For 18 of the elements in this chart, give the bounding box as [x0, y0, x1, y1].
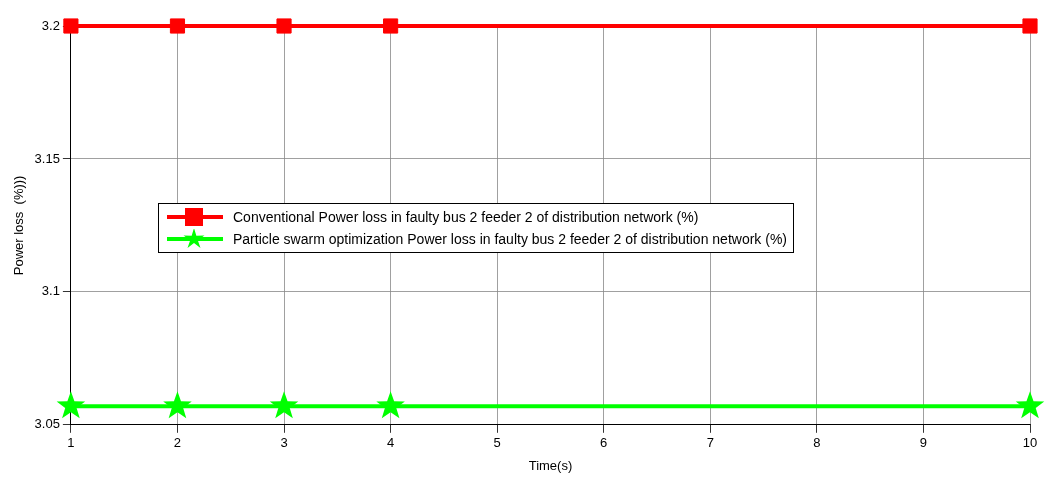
x-tick-label: 1: [67, 435, 75, 451]
y-tick-label: 3.1: [41, 283, 60, 299]
y-tick-label: 3.2: [41, 17, 60, 33]
x-tick-label: 9: [919, 435, 928, 451]
legend-label: Conventional Power loss in faulty bus 2 feeder 2 of distribution network (%): [233, 209, 699, 225]
y-axis-title: Power loss (%))): [11, 175, 27, 276]
y-tick-label: 3.05: [34, 416, 60, 432]
x-tick-label: 8: [813, 435, 821, 451]
x-tick-label: 4: [386, 435, 395, 451]
x-tick-label: 10: [1022, 435, 1038, 451]
y-tick-label: 3.15: [34, 150, 60, 166]
x-tick-label: 5: [493, 435, 501, 451]
x-tick-label: 7: [706, 435, 714, 451]
x-axis-title: Time(s): [528, 457, 573, 473]
x-tick-label: 2: [173, 435, 182, 451]
x-tick-label: 6: [600, 435, 608, 451]
legend-label: Particle swarm optimization Power loss in faulty bus 2 feeder 2 of distribution network (%): [233, 231, 788, 247]
x-tick-label: 3: [280, 435, 288, 451]
